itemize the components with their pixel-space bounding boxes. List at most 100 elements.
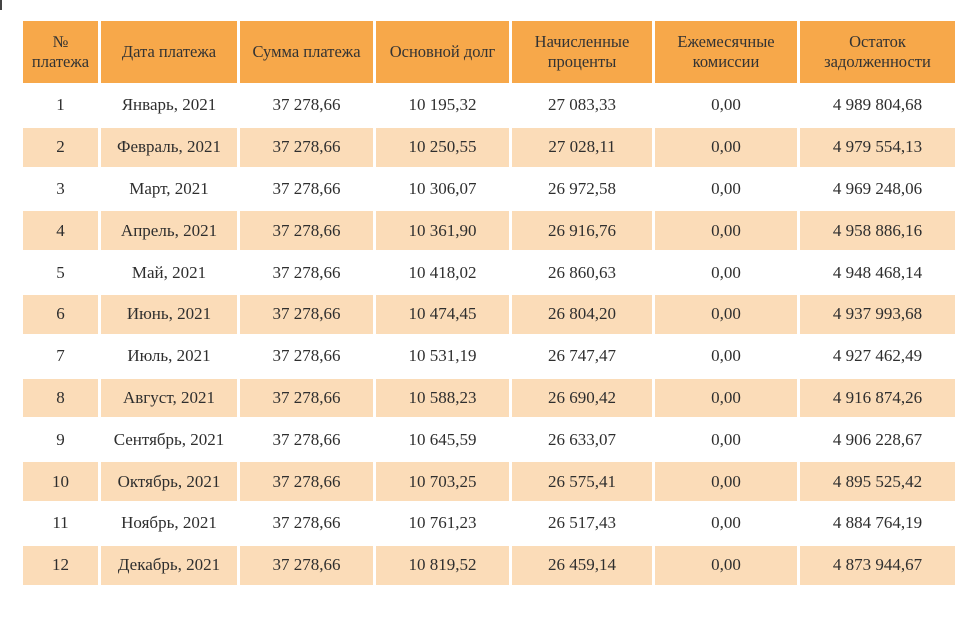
cell-principal: 10 418,02 [376, 253, 509, 292]
table-row: 1 Январь, 2021 37 278,66 10 195,32 27 083,33… [23, 86, 955, 125]
cell-payment-date: Февраль, 2021 [101, 127, 237, 167]
cell-payment-number: 12 [23, 545, 98, 585]
cell-payment-date: Июнь, 2021 [101, 294, 237, 334]
cell-payment-amount: 37 278,66 [240, 503, 373, 543]
cell-principal: 10 645,59 [376, 420, 509, 460]
cell-interest: 27 083,33 [512, 86, 652, 125]
table-row: 7 Июль, 2021 37 278,66 10 531,19 26 747,47 0,… [23, 336, 955, 376]
cell-payment-number: 10 [23, 462, 98, 501]
cell-remaining-balance: 4 927 462,49 [800, 336, 955, 376]
cell-principal: 10 531,19 [376, 336, 509, 376]
cell-remaining-balance: 4 906 228,67 [800, 420, 955, 460]
cell-remaining-balance: 4 948 468,14 [800, 253, 955, 292]
table-row: 12 Декабрь, 2021 37 278,66 10 819,52 26 459,… [23, 545, 955, 585]
cell-monthly-fees: 0,00 [655, 545, 797, 585]
cell-monthly-fees: 0,00 [655, 336, 797, 376]
header-monthly-fees: Ежемесячные комиссии [655, 21, 797, 83]
table-row: 2 Февраль, 2021 37 278,66 10 250,55 27 028,1… [23, 127, 955, 167]
table-row: 8 Август, 2021 37 278,66 10 588,23 26 690,42… [23, 378, 955, 418]
cell-payment-date: Август, 2021 [101, 378, 237, 418]
cell-payment-number: 5 [23, 253, 98, 292]
cell-remaining-balance: 4 895 525,42 [800, 462, 955, 501]
table-row: 4 Апрель, 2021 37 278,66 10 361,90 26 916,76… [23, 211, 955, 251]
cell-interest: 27 028,11 [512, 127, 652, 167]
corner-mark [0, 0, 2, 10]
cell-payment-amount: 37 278,66 [240, 86, 373, 125]
cell-payment-number: 9 [23, 420, 98, 460]
cell-monthly-fees: 0,00 [655, 378, 797, 418]
cell-monthly-fees: 0,00 [655, 420, 797, 460]
cell-payment-date: Март, 2021 [101, 169, 237, 209]
cell-principal: 10 474,45 [376, 294, 509, 334]
cell-payment-date: Январь, 2021 [101, 86, 237, 125]
cell-interest: 26 517,43 [512, 503, 652, 543]
cell-payment-number: 1 [23, 86, 98, 125]
cell-payment-amount: 37 278,66 [240, 169, 373, 209]
cell-payment-number: 7 [23, 336, 98, 376]
cell-remaining-balance: 4 979 554,13 [800, 127, 955, 167]
cell-payment-date: Апрель, 2021 [101, 211, 237, 251]
cell-principal: 10 306,07 [376, 169, 509, 209]
table-header-row: № платежа Дата платежа Сумма платежа Осн… [23, 21, 955, 83]
cell-payment-number: 2 [23, 127, 98, 167]
cell-monthly-fees: 0,00 [655, 127, 797, 167]
cell-remaining-balance: 4 884 764,19 [800, 503, 955, 543]
cell-principal: 10 361,90 [376, 211, 509, 251]
cell-payment-amount: 37 278,66 [240, 294, 373, 334]
cell-interest: 26 804,20 [512, 294, 652, 334]
cell-payment-amount: 37 278,66 [240, 336, 373, 376]
cell-monthly-fees: 0,00 [655, 253, 797, 292]
cell-payment-date: Июль, 2021 [101, 336, 237, 376]
table-row: 3 Март, 2021 37 278,66 10 306,07 26 972,58 0,… [23, 169, 955, 209]
cell-payment-amount: 37 278,66 [240, 462, 373, 501]
cell-principal: 10 250,55 [376, 127, 509, 167]
header-payment-number: № платежа [23, 21, 98, 83]
cell-monthly-fees: 0,00 [655, 169, 797, 209]
cell-monthly-fees: 0,00 [655, 86, 797, 125]
cell-remaining-balance: 4 916 874,26 [800, 378, 955, 418]
cell-monthly-fees: 0,00 [655, 503, 797, 543]
cell-payment-date: Ноябрь, 2021 [101, 503, 237, 543]
cell-interest: 26 690,42 [512, 378, 652, 418]
cell-payment-date: Декабрь, 2021 [101, 545, 237, 585]
cell-payment-number: 8 [23, 378, 98, 418]
table-row: 5 Май, 2021 37 278,66 10 418,02 26 860,63 0,0… [23, 253, 955, 292]
cell-payment-number: 3 [23, 169, 98, 209]
header-remaining-balance: Остаток задолженности [800, 21, 955, 83]
cell-payment-amount: 37 278,66 [240, 378, 373, 418]
cell-payment-date: Сентябрь, 2021 [101, 420, 237, 460]
cell-interest: 26 972,58 [512, 169, 652, 209]
cell-payment-amount: 37 278,66 [240, 253, 373, 292]
cell-payment-number: 11 [23, 503, 98, 543]
cell-interest: 26 575,41 [512, 462, 652, 501]
payment-schedule-table: № платежа Дата платежа Сумма платежа Осн… [20, 18, 958, 588]
table-body: 1 Январь, 2021 37 278,66 10 195,32 27 083,33… [23, 86, 955, 585]
cell-payment-date: Май, 2021 [101, 253, 237, 292]
header-payment-amount: Сумма платежа [240, 21, 373, 83]
cell-principal: 10 703,25 [376, 462, 509, 501]
cell-monthly-fees: 0,00 [655, 294, 797, 334]
cell-principal: 10 819,52 [376, 545, 509, 585]
header-payment-date: Дата платежа [101, 21, 237, 83]
cell-payment-amount: 37 278,66 [240, 420, 373, 460]
cell-remaining-balance: 4 873 944,67 [800, 545, 955, 585]
table-row: 9 Сентябрь, 2021 37 278,66 10 645,59 26 633,… [23, 420, 955, 460]
cell-principal: 10 588,23 [376, 378, 509, 418]
table-row: 10 Октябрь, 2021 37 278,66 10 703,25 26 575,… [23, 462, 955, 501]
cell-payment-number: 6 [23, 294, 98, 334]
cell-payment-number: 4 [23, 211, 98, 251]
cell-remaining-balance: 4 958 886,16 [800, 211, 955, 251]
table-row: 11 Ноябрь, 2021 37 278,66 10 761,23 26 517,4… [23, 503, 955, 543]
cell-remaining-balance: 4 969 248,06 [800, 169, 955, 209]
cell-payment-amount: 37 278,66 [240, 127, 373, 167]
cell-monthly-fees: 0,00 [655, 462, 797, 501]
cell-interest: 26 860,63 [512, 253, 652, 292]
header-principal: Основной долг [376, 21, 509, 83]
cell-principal: 10 195,32 [376, 86, 509, 125]
cell-payment-amount: 37 278,66 [240, 211, 373, 251]
cell-payment-amount: 37 278,66 [240, 545, 373, 585]
cell-interest: 26 459,14 [512, 545, 652, 585]
cell-principal: 10 761,23 [376, 503, 509, 543]
table-row: 6 Июнь, 2021 37 278,66 10 474,45 26 804,20 0,… [23, 294, 955, 334]
cell-payment-date: Октябрь, 2021 [101, 462, 237, 501]
